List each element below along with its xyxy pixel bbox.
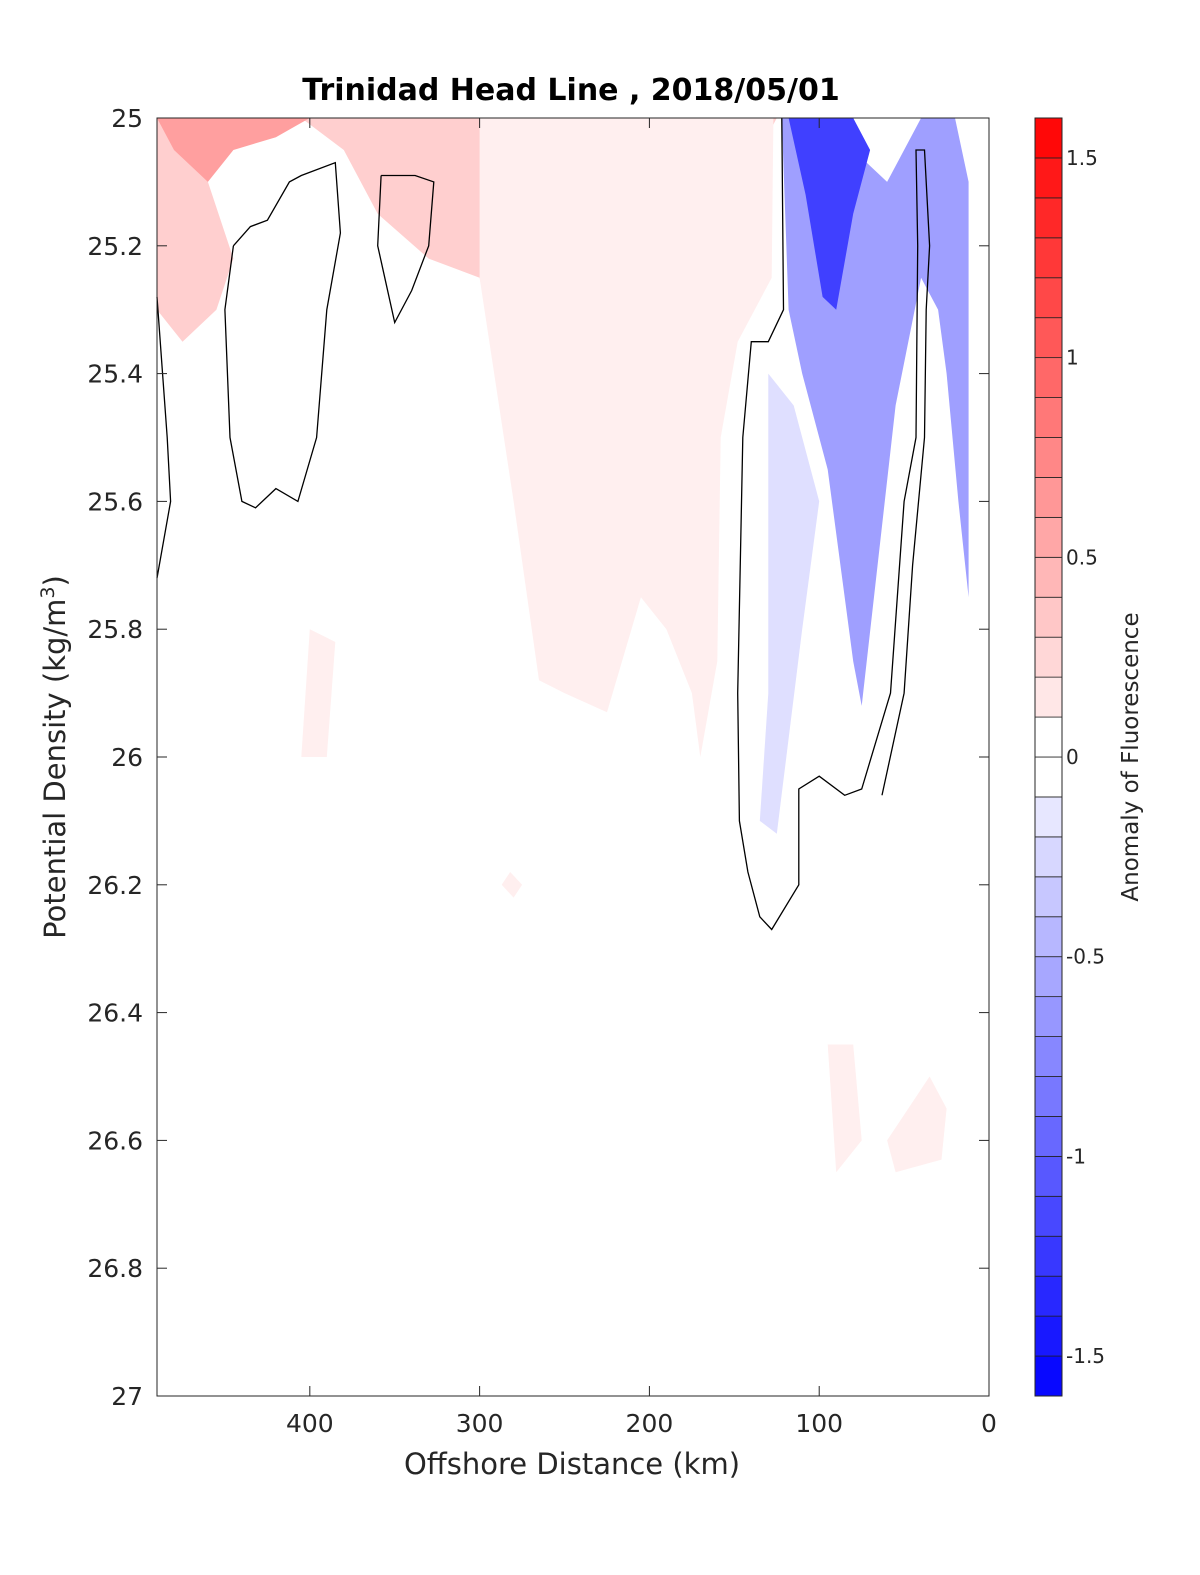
- colorbar-cell: [1034, 397, 1063, 438]
- y-tick-label: 26.4: [87, 999, 143, 1028]
- y-tick-label: 25.2: [87, 232, 143, 261]
- y-axis-label: Potential Density (kg/m3): [37, 575, 72, 939]
- colorbar: 1.5 1 0.5 0 -0.5 -1 -1.5: [1034, 117, 1105, 1397]
- colorbar-cell: [1034, 516, 1063, 558]
- y-axis-label-group: Potential Density (kg/m3): [37, 575, 72, 939]
- colorbar-label: Anomaly of Fluorescence: [1118, 612, 1144, 901]
- contour-region-left-surface-positive: [157, 118, 234, 342]
- colorbar-tick-label: -1: [1066, 1144, 1086, 1168]
- colorbar-cell: [1034, 1195, 1063, 1237]
- colorbar-cell: [1034, 197, 1063, 239]
- colorbar-cells: [1034, 117, 1063, 1397]
- x-tick-label: 200: [626, 1409, 674, 1438]
- colorbar-cell: [1034, 157, 1063, 199]
- y-tick-label: 26.2: [87, 871, 143, 900]
- colorbar-frame: [1034, 117, 1063, 1397]
- colorbar-cell: [1034, 956, 1063, 998]
- contour-region-deep-positive-patch-b: [887, 1076, 947, 1173]
- y-axis-ticks: 25 25.2 25.4 25.6 25.8 26 26.2 26.4 26.6 26.8 27: [87, 104, 989, 1411]
- contour-region-offshore-interior-positive: [479, 118, 774, 757]
- colorbar-tick-label: 0.5: [1066, 545, 1098, 569]
- zero-contour-loop-b: [377, 174, 435, 325]
- y-tick-label: 25: [111, 104, 143, 133]
- colorbar-tick-label: -1.5: [1066, 1344, 1105, 1368]
- contour-region-nearshore-shallow-negative: [759, 373, 820, 834]
- x-tick-label: 300: [456, 1409, 504, 1438]
- colorbar-cell: [1034, 676, 1063, 718]
- chart-title: Trinidad Head Line , 2018/05/01: [302, 73, 839, 108]
- colorbar-cell: [1034, 996, 1063, 1037]
- colorbar-tick-label: 0: [1066, 745, 1079, 769]
- colorbar-cell: [1034, 1355, 1063, 1397]
- colorbar-cell: [1034, 1315, 1063, 1357]
- zero-contour-nearshore: [737, 117, 931, 931]
- y-tick-label: 25.4: [87, 360, 143, 389]
- plot-area: 400 300 200 100 0 25 25.2 25.4 25.6 25.8 26 26.2 26…: [87, 104, 997, 1438]
- zero-contour-loop-a: [224, 161, 342, 509]
- y-tick-label: 26: [111, 743, 143, 772]
- colorbar-tick-label: -0.5: [1066, 945, 1105, 969]
- colorbar-cell: [1034, 1235, 1063, 1277]
- colorbar-cell: [1034, 916, 1063, 958]
- contour-fill-layer: [157, 118, 969, 1173]
- contour-region-nearshore-negative-core: [788, 118, 871, 310]
- zero-contour-left-edge: [156, 296, 172, 579]
- colorbar-cell: [1034, 756, 1063, 798]
- colorbar-ticks: 1.5 1 0.5 0 -0.5 -1 -1.5: [1066, 146, 1105, 1368]
- colorbar-cell: [1034, 556, 1063, 598]
- colorbar-cell: [1034, 716, 1063, 758]
- colorbar-cell: [1034, 317, 1063, 359]
- colorbar-cell: [1034, 1036, 1063, 1077]
- y-axis-label-close: ): [38, 575, 72, 586]
- x-axis-label: Offshore Distance (km): [404, 1447, 740, 1481]
- colorbar-cell: [1034, 796, 1063, 838]
- colorbar-cell: [1034, 596, 1063, 638]
- zero-contour-layer: [156, 117, 931, 931]
- contour-region-deep-positive-patch-a: [827, 1044, 862, 1173]
- y-tick-label: 26.6: [87, 1126, 143, 1155]
- colorbar-cell: [1034, 876, 1063, 918]
- y-tick-label: 27: [111, 1382, 143, 1411]
- colorbar-cell: [1034, 437, 1063, 478]
- contour-region-deep-positive-patch-d: [501, 872, 523, 898]
- colorbar-tick-label: 1.5: [1066, 146, 1098, 170]
- colorbar-cell: [1034, 1116, 1063, 1157]
- x-tick-label: 400: [286, 1409, 334, 1438]
- colorbar-cell: [1034, 636, 1063, 678]
- colorbar-cell: [1034, 1076, 1063, 1117]
- colorbar-cell: [1034, 477, 1063, 518]
- y-tick-label: 26.8: [87, 1254, 143, 1283]
- y-axis-label-sup: 3: [37, 586, 59, 598]
- colorbar-cell: [1034, 277, 1063, 319]
- colorbar-tick-label: 1: [1066, 346, 1079, 370]
- colorbar-cell: [1034, 1275, 1063, 1317]
- colorbar-cell: [1034, 237, 1063, 279]
- y-tick-label: 25.6: [87, 487, 143, 516]
- colorbar-cell: [1034, 357, 1063, 398]
- colorbar-cell: [1034, 836, 1063, 878]
- colorbar-cell: [1034, 1155, 1063, 1197]
- colorbar-cell: [1034, 117, 1063, 159]
- y-tick-label: 25.8: [87, 615, 143, 644]
- x-tick-label: 0: [981, 1409, 997, 1438]
- x-tick-label: 100: [795, 1409, 843, 1438]
- contour-region-surface-positive-core-a: [157, 118, 310, 278]
- contour-region-deep-positive-patch-c: [301, 629, 336, 757]
- y-axis-label-main: Potential Density (kg/m: [38, 599, 72, 939]
- x-axis-ticks: 400 300 200 100 0: [286, 118, 997, 1438]
